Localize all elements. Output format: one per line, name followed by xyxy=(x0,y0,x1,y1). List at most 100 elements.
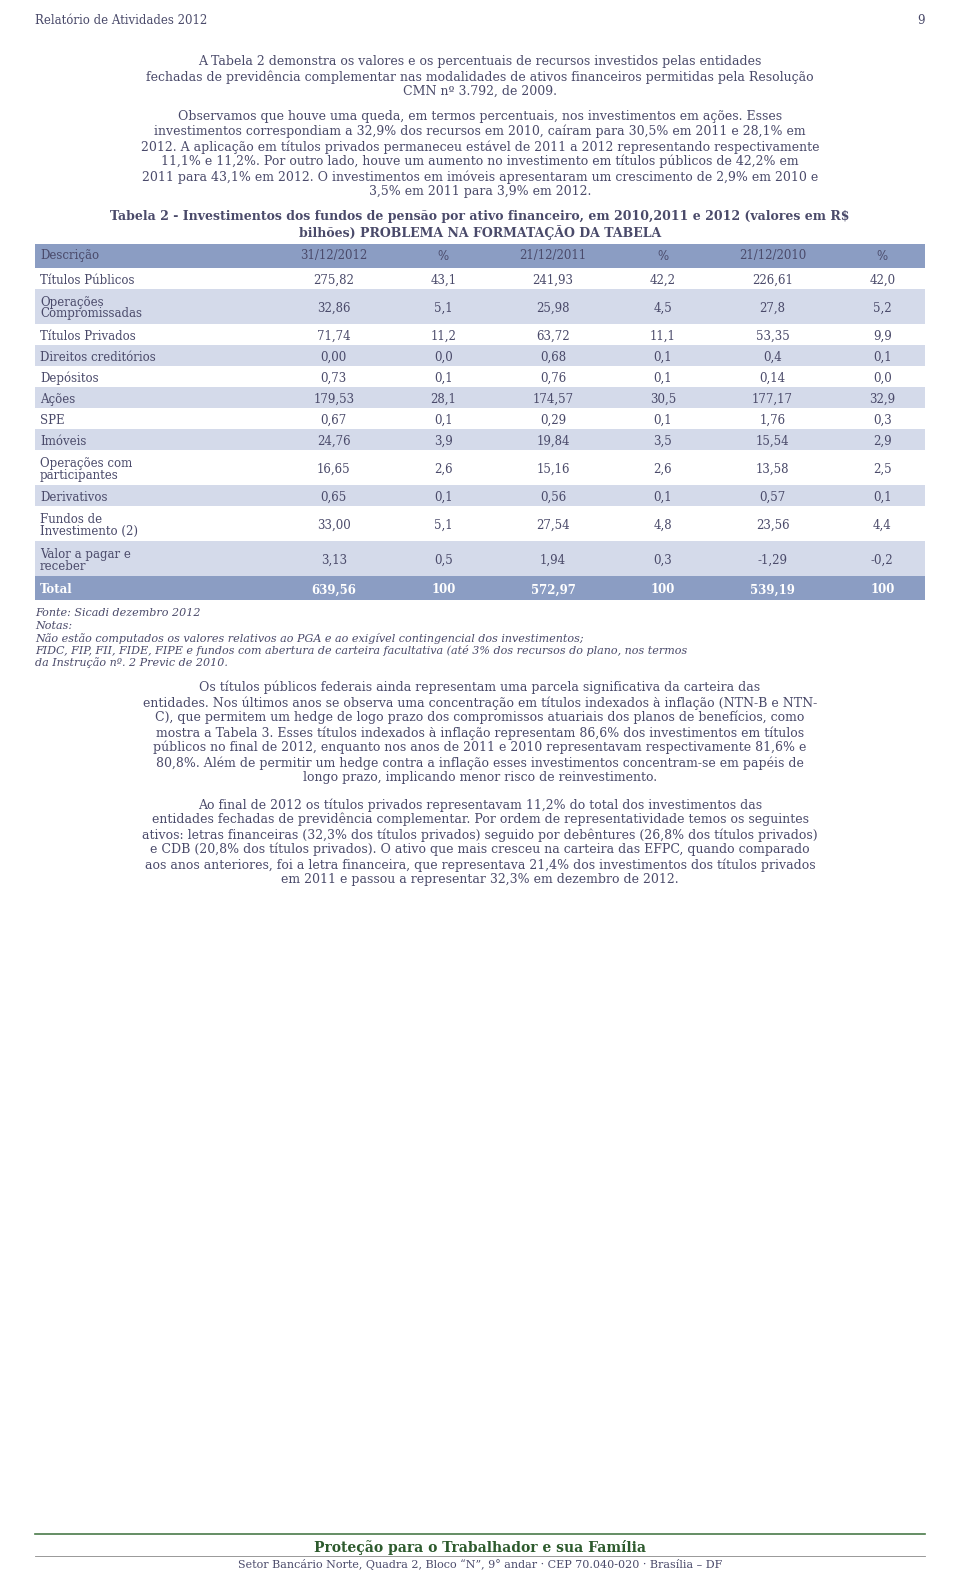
Text: Direitos creditórios: Direitos creditórios xyxy=(40,351,156,363)
Text: públicos no final de 2012, enquanto nos anos de 2011 e 2010 representavam respec: públicos no final de 2012, enquanto nos … xyxy=(154,741,806,755)
Text: 0,73: 0,73 xyxy=(321,373,347,385)
Text: 11,1% e 11,2%. Por outro lado, houve um aumento no investimento em títulos públi: 11,1% e 11,2%. Por outro lado, houve um … xyxy=(161,155,799,168)
Text: 226,61: 226,61 xyxy=(752,274,793,287)
Text: 32,9: 32,9 xyxy=(869,393,896,406)
Text: 0,1: 0,1 xyxy=(434,373,453,385)
Text: Operações com: Operações com xyxy=(40,457,132,471)
Text: 0,1: 0,1 xyxy=(434,414,453,427)
Text: A Tabela 2 demonstra os valores e os percentuais de recursos investidos pelas en: A Tabela 2 demonstra os valores e os per… xyxy=(199,56,761,68)
Text: Compromissadas: Compromissadas xyxy=(40,308,142,320)
Text: 539,19: 539,19 xyxy=(750,584,795,596)
Text: 0,1: 0,1 xyxy=(654,414,672,427)
Text: 3,5: 3,5 xyxy=(654,435,672,447)
Text: receber: receber xyxy=(40,560,86,573)
Bar xyxy=(35,244,925,268)
Text: 23,56: 23,56 xyxy=(756,519,789,531)
Text: Títulos Privados: Títulos Privados xyxy=(40,330,135,343)
Text: 179,53: 179,53 xyxy=(313,393,354,406)
Text: 30,5: 30,5 xyxy=(650,393,676,406)
Text: Descrição: Descrição xyxy=(40,249,99,263)
Text: Títulos Públicos: Títulos Públicos xyxy=(40,274,134,287)
Text: 100: 100 xyxy=(870,584,895,596)
Text: 639,56: 639,56 xyxy=(311,584,356,596)
Text: 43,1: 43,1 xyxy=(430,274,457,287)
Text: 0,65: 0,65 xyxy=(321,492,347,504)
Text: 3,5% em 2011 para 3,9% em 2012.: 3,5% em 2011 para 3,9% em 2012. xyxy=(369,186,591,198)
Text: Ações: Ações xyxy=(40,393,75,406)
Text: 2011 para 43,1% em 2012. O investimentos em imóveis apresentaram um crescimento : 2011 para 43,1% em 2012. O investimentos… xyxy=(142,170,818,184)
Text: CMN nº 3.792, de 2009.: CMN nº 3.792, de 2009. xyxy=(403,86,557,98)
Text: 0,0: 0,0 xyxy=(873,373,892,385)
Text: 5,2: 5,2 xyxy=(873,301,892,316)
Text: 572,97: 572,97 xyxy=(531,584,576,596)
Text: 275,82: 275,82 xyxy=(313,274,354,287)
Text: entidades fechadas de previdência complementar. Por ordem de representatividade : entidades fechadas de previdência comple… xyxy=(152,814,808,826)
Text: 174,57: 174,57 xyxy=(533,393,574,406)
Text: 63,72: 63,72 xyxy=(537,330,570,343)
Text: 0,68: 0,68 xyxy=(540,351,566,363)
Text: 0,56: 0,56 xyxy=(540,492,566,504)
Bar xyxy=(35,428,925,450)
Text: da Instrução nº. 2 Previc de 2010.: da Instrução nº. 2 Previc de 2010. xyxy=(35,657,228,668)
Text: 15,16: 15,16 xyxy=(537,463,570,476)
Text: 32,86: 32,86 xyxy=(317,301,350,316)
Bar xyxy=(35,324,925,346)
Bar xyxy=(35,289,925,324)
Text: Proteção para o Trabalhador e sua Família: Proteção para o Trabalhador e sua Famíli… xyxy=(314,1540,646,1554)
Text: 15,54: 15,54 xyxy=(756,435,789,447)
Text: 2,6: 2,6 xyxy=(434,463,453,476)
Bar xyxy=(35,576,925,600)
Text: Fundos de: Fundos de xyxy=(40,514,102,527)
Text: -1,29: -1,29 xyxy=(757,554,787,566)
Text: 80,8%. Além de permitir um hedge contra a inflação esses investimentos concentra: 80,8%. Além de permitir um hedge contra … xyxy=(156,757,804,769)
Text: Setor Bancário Norte, Quadra 2, Bloco “N”, 9° andar · CEP 70.040-020 · Brasília : Setor Bancário Norte, Quadra 2, Bloco “N… xyxy=(238,1559,722,1570)
Bar xyxy=(35,450,925,485)
Text: Observamos que houve uma queda, em termos percentuais, nos investimentos em açõe: Observamos que houve uma queda, em termo… xyxy=(178,109,782,124)
Text: Depósitos: Depósitos xyxy=(40,373,99,385)
Text: 19,84: 19,84 xyxy=(537,435,570,447)
Text: 241,93: 241,93 xyxy=(533,274,574,287)
Text: Operações: Operações xyxy=(40,297,104,309)
Text: 24,76: 24,76 xyxy=(317,435,350,447)
Text: Relatório de Atividades 2012: Relatório de Atividades 2012 xyxy=(35,14,207,27)
Text: 53,35: 53,35 xyxy=(756,330,789,343)
Text: 0,29: 0,29 xyxy=(540,414,566,427)
Text: 11,1: 11,1 xyxy=(650,330,676,343)
Text: 0,0: 0,0 xyxy=(434,351,453,363)
Text: SPE: SPE xyxy=(40,414,64,427)
Bar xyxy=(35,268,925,289)
Text: mostra a Tabela 3. Esses títulos indexados à inflação representam 86,6% dos inve: mostra a Tabela 3. Esses títulos indexad… xyxy=(156,726,804,739)
Text: e CDB (20,8% dos títulos privados). O ativo que mais cresceu na carteira das EFP: e CDB (20,8% dos títulos privados). O at… xyxy=(150,844,810,856)
Bar xyxy=(35,387,925,408)
Text: 0,5: 0,5 xyxy=(434,554,453,566)
Text: Notas:: Notas: xyxy=(35,622,72,631)
Text: 71,74: 71,74 xyxy=(317,330,350,343)
Text: 0,67: 0,67 xyxy=(321,414,347,427)
Text: 21/12/2010: 21/12/2010 xyxy=(739,249,806,263)
Text: Derivativos: Derivativos xyxy=(40,492,108,504)
Text: 25,98: 25,98 xyxy=(537,301,570,316)
Text: %: % xyxy=(438,249,449,263)
Text: 0,4: 0,4 xyxy=(763,351,782,363)
Text: 0,1: 0,1 xyxy=(654,373,672,385)
Text: 177,17: 177,17 xyxy=(752,393,793,406)
Text: 0,1: 0,1 xyxy=(654,492,672,504)
Text: 1,94: 1,94 xyxy=(540,554,566,566)
Text: 42,2: 42,2 xyxy=(650,274,676,287)
Text: %: % xyxy=(876,249,888,263)
Text: 1,76: 1,76 xyxy=(759,414,785,427)
Bar xyxy=(35,366,925,387)
Bar xyxy=(35,506,925,541)
Text: 0,76: 0,76 xyxy=(540,373,566,385)
Text: 16,65: 16,65 xyxy=(317,463,350,476)
Text: 3,13: 3,13 xyxy=(321,554,347,566)
Text: 0,1: 0,1 xyxy=(434,492,453,504)
Bar xyxy=(35,408,925,428)
Text: 21/12/2011: 21/12/2011 xyxy=(519,249,587,263)
Text: 2,5: 2,5 xyxy=(873,463,892,476)
Text: 0,57: 0,57 xyxy=(759,492,785,504)
Text: Fonte: Sicadi dezembro 2012: Fonte: Sicadi dezembro 2012 xyxy=(35,607,201,619)
Text: 4,4: 4,4 xyxy=(873,519,892,531)
Text: 0,1: 0,1 xyxy=(873,492,892,504)
Bar xyxy=(35,485,925,506)
